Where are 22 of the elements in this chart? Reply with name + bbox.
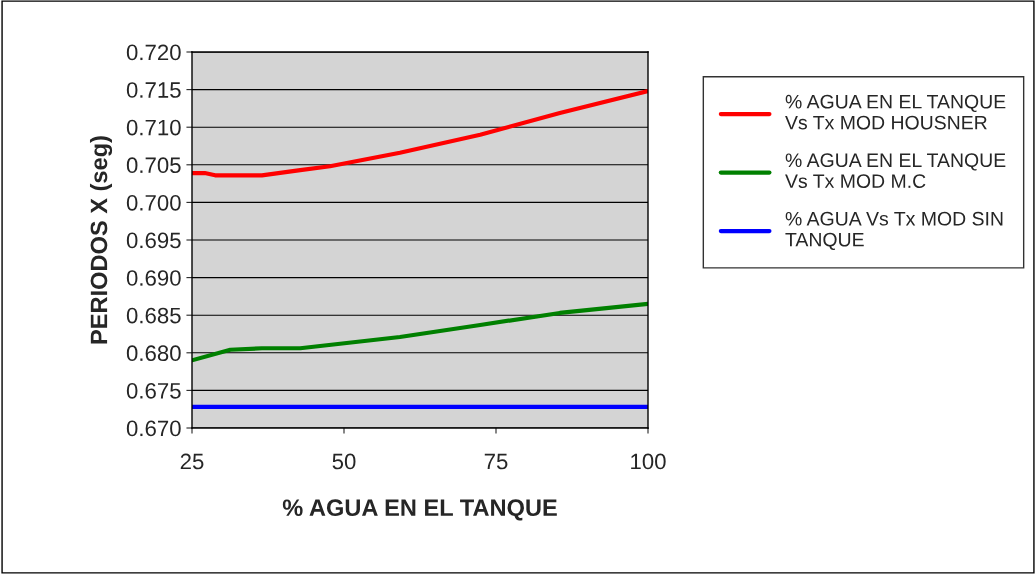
y-tick-label: 0.685 xyxy=(126,307,181,324)
y-tick-label: 0.680 xyxy=(126,345,181,362)
y-tick-label: 0.700 xyxy=(126,194,181,211)
y-tick-label: 0.670 xyxy=(126,420,181,437)
legend-label: % AGUA EN EL TANQUE Vs Tx MOD HOUSNER xyxy=(785,94,1006,130)
y-tick-label: 0.720 xyxy=(126,44,181,61)
x-tick-label: 100 xyxy=(631,453,666,470)
y-axis-title: PERIODOS X (seg) xyxy=(89,136,113,344)
x-tick-label: 50 xyxy=(332,453,356,470)
y-tick-label: 0.710 xyxy=(126,119,181,136)
y-tick-label: 0.695 xyxy=(126,232,181,249)
line-series xyxy=(192,89,648,178)
x-tick-label: 25 xyxy=(180,453,204,470)
y-tick-label: 0.675 xyxy=(126,382,181,399)
legend-label: % AGUA Vs Tx MOD SIN TANQUE xyxy=(785,211,1003,251)
x-axis-title: % AGUA EN EL TANQUE xyxy=(282,499,557,521)
line-series xyxy=(192,301,648,363)
y-tick-label: 0.715 xyxy=(126,82,181,98)
y-tick-label: 0.705 xyxy=(126,157,181,174)
y-tick-label: 0.690 xyxy=(126,270,181,286)
x-tick-label: 75 xyxy=(484,453,508,470)
legend-label: % AGUA EN EL TANQUE Vs Tx MOD M.C xyxy=(785,153,1006,189)
